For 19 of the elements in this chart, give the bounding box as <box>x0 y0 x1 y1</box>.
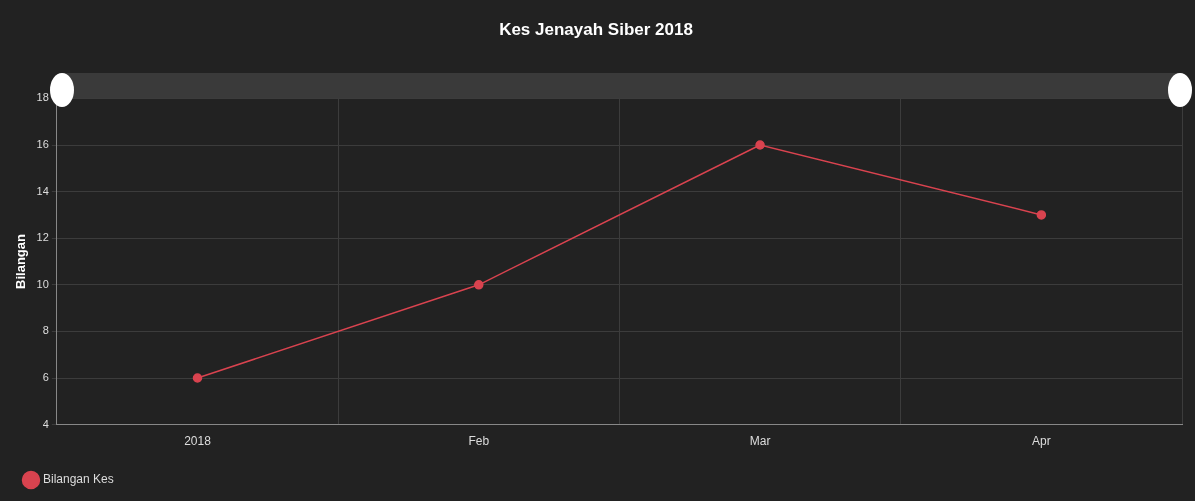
point <box>755 140 765 150</box>
legend-label: Bilangan Kes <box>43 472 114 487</box>
x-tick-label: Mar <box>749 434 771 449</box>
y-tick-label: 18 <box>36 91 49 104</box>
y-tick-label: 4 <box>42 417 49 430</box>
point <box>474 280 484 290</box>
x-tick-label: 2018 <box>184 434 212 449</box>
y-axis-title: Bilangan <box>13 234 29 289</box>
y-tick-label: 14 <box>36 184 49 197</box>
y-tick-label: 16 <box>36 138 49 151</box>
y-tick-label: 12 <box>36 231 49 244</box>
point <box>1036 210 1047 220</box>
chart-title: Kes Jenayah Siber 2018 <box>499 19 693 39</box>
y-tick-label: 6 <box>42 371 49 384</box>
point <box>192 373 203 383</box>
x-tick-label: Feb <box>468 434 490 449</box>
y-tick-label: 8 <box>42 324 49 337</box>
x-tick-label: Apr <box>1032 434 1051 449</box>
y-tick-label: 10 <box>36 277 49 290</box>
